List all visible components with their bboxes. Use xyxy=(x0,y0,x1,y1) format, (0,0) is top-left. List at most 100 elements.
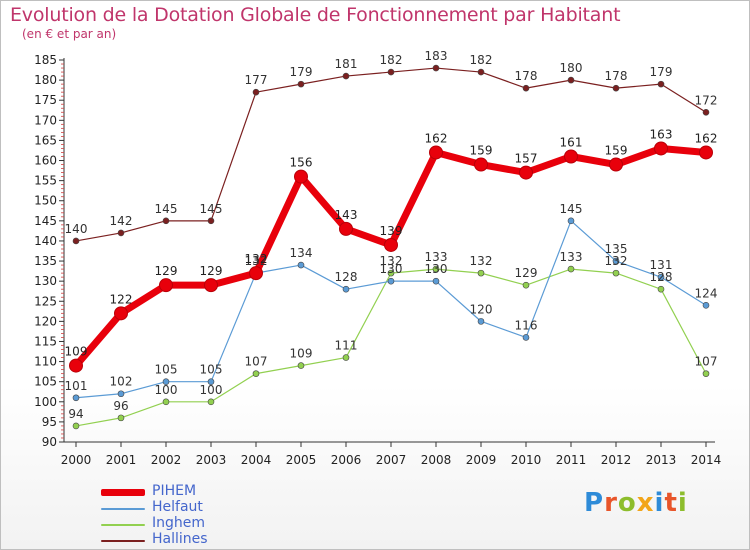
data-point-pihem xyxy=(384,237,398,252)
data-point-pihem xyxy=(474,157,488,172)
x-tick-label: 2011 xyxy=(556,453,587,467)
data-label-inghem: 129 xyxy=(515,266,538,280)
data-label-helfaut: 145 xyxy=(560,202,583,216)
data-label-helfaut: 135 xyxy=(605,242,628,256)
data-point-inghem xyxy=(117,414,125,422)
y-tick-label: 90 xyxy=(42,435,57,449)
data-point-pihem xyxy=(159,278,173,293)
data-point-helfaut xyxy=(117,390,125,398)
legend: PIHEM Helfaut Inghem Hallines xyxy=(96,483,296,548)
data-point-helfaut xyxy=(342,285,350,293)
data-label-hallines: 140 xyxy=(65,222,88,236)
x-tick-label: 2002 xyxy=(151,453,182,467)
data-point-pihem xyxy=(339,221,353,236)
data-label-hallines: 177 xyxy=(245,73,268,87)
series-layer xyxy=(69,64,713,430)
data-label-hallines: 181 xyxy=(335,57,358,71)
y-tick-label: 165 xyxy=(34,133,57,147)
data-point-pihem xyxy=(69,358,83,373)
legend-label-helfaut: Helfaut xyxy=(152,499,203,515)
data-label-hallines: 182 xyxy=(380,53,403,67)
y-tick-label: 150 xyxy=(34,194,57,208)
logo-letter: P xyxy=(584,488,605,518)
data-label-pihem: 109 xyxy=(65,345,88,359)
data-label-hallines: 145 xyxy=(155,202,178,216)
y-tick-label: 185 xyxy=(34,53,57,67)
data-point-hallines xyxy=(567,76,575,84)
data-point-helfaut xyxy=(72,394,80,402)
data-point-helfaut xyxy=(657,273,665,281)
data-label-hallines: 183 xyxy=(425,49,448,63)
data-label-pihem: 129 xyxy=(155,264,178,278)
x-tick-label: 2013 xyxy=(646,453,677,467)
data-label-pihem: 161 xyxy=(560,136,583,150)
data-label-inghem: 107 xyxy=(245,355,268,369)
data-point-hallines xyxy=(207,217,215,225)
chart-subtitle: (en € et par an) xyxy=(22,27,117,41)
y-tick-label: 100 xyxy=(34,395,57,409)
data-label-inghem: 96 xyxy=(113,399,128,413)
data-label-helfaut: 102 xyxy=(110,375,133,389)
data-point-helfaut xyxy=(567,217,575,225)
y-tick-label: 135 xyxy=(34,254,57,268)
data-label-helfaut: 101 xyxy=(65,379,88,393)
y-tick-label: 140 xyxy=(34,234,57,248)
data-point-inghem xyxy=(702,370,710,377)
data-label-helfaut: 116 xyxy=(515,318,538,332)
y-tick-label: 145 xyxy=(34,214,57,228)
y-tick-label: 180 xyxy=(34,73,57,87)
data-point-inghem xyxy=(567,265,575,273)
legend-label-inghem: Inghem xyxy=(152,515,206,531)
x-tick-label: 2009 xyxy=(466,453,497,467)
data-point-helfaut xyxy=(162,378,170,385)
data-point-hallines xyxy=(162,217,170,225)
data-point-helfaut xyxy=(387,277,395,285)
x-tick-label: 2000 xyxy=(61,453,92,467)
data-point-pihem xyxy=(564,149,578,164)
data-label-hallines: 178 xyxy=(515,69,538,83)
data-label-hallines: 142 xyxy=(110,214,133,228)
data-point-hallines xyxy=(432,64,440,72)
x-tick-label: 2008 xyxy=(421,453,452,467)
data-point-hallines xyxy=(522,84,530,92)
data-label-inghem: 128 xyxy=(650,270,673,284)
data-point-pihem xyxy=(654,141,668,156)
data-label-helfaut: 105 xyxy=(200,363,223,377)
logo-letter: t xyxy=(664,488,678,518)
data-label-pihem: 132 xyxy=(245,252,268,266)
data-point-helfaut xyxy=(702,301,710,309)
legend-label-pihem: PIHEM xyxy=(152,483,197,499)
data-point-hallines xyxy=(297,80,305,88)
data-label-inghem: 133 xyxy=(560,250,583,264)
data-point-hallines xyxy=(477,68,485,76)
data-point-helfaut xyxy=(522,334,530,341)
data-point-inghem xyxy=(477,269,485,277)
data-point-hallines xyxy=(342,72,350,80)
legend-swatch-hallines xyxy=(101,540,145,542)
data-label-helfaut: 132 xyxy=(245,254,268,268)
legend-swatch-pihem xyxy=(101,489,145,496)
x-tick-label: 2012 xyxy=(601,453,632,467)
logo-letter: x xyxy=(636,488,655,518)
data-label-helfaut: 120 xyxy=(470,302,493,316)
legend-swatch-helfaut xyxy=(101,508,145,510)
data-label-inghem: 132 xyxy=(380,254,403,268)
data-point-inghem xyxy=(387,269,395,277)
y-tick-label: 160 xyxy=(34,154,57,168)
y-tick-label: 155 xyxy=(34,174,57,188)
legend-item-hallines: Hallines xyxy=(96,531,296,548)
data-point-hallines xyxy=(612,84,620,92)
data-point-inghem xyxy=(522,281,530,289)
data-point-hallines xyxy=(252,88,260,96)
data-point-inghem xyxy=(432,265,440,273)
data-point-helfaut xyxy=(432,277,440,285)
data-label-hallines: 179 xyxy=(290,65,313,79)
x-tick-label: 2001 xyxy=(106,453,137,467)
legend-swatch-inghem xyxy=(101,524,145,526)
data-label-pihem: 139 xyxy=(380,224,403,238)
x-tick-label: 2004 xyxy=(241,453,272,467)
data-label-hallines: 180 xyxy=(560,61,583,75)
data-label-inghem: 94 xyxy=(68,407,83,421)
logo-letter: r xyxy=(604,488,618,518)
data-label-inghem: 100 xyxy=(155,383,178,397)
